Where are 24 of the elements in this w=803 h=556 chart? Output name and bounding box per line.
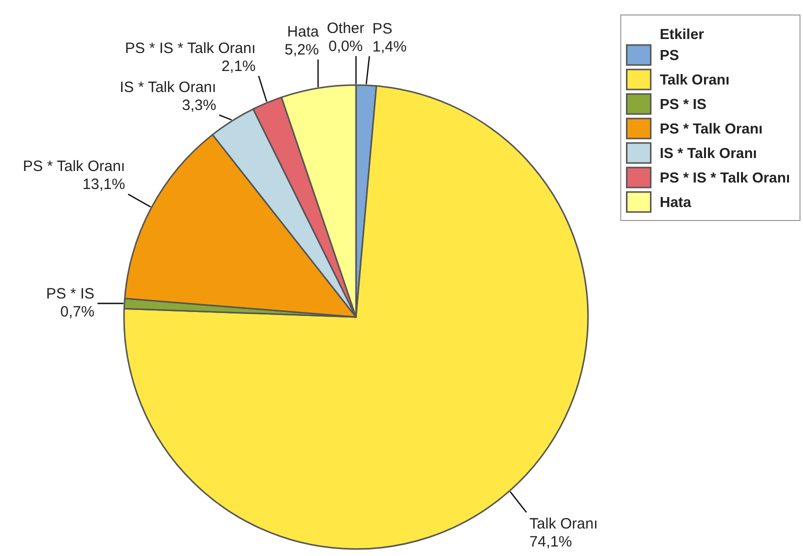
slice-label: PS * Talk Oranı xyxy=(22,158,126,176)
legend-title: Etkiler xyxy=(660,27,704,43)
slice-label: Hata xyxy=(287,23,320,40)
legend-label: PS * IS xyxy=(660,97,707,113)
data-label: 5,2% xyxy=(284,41,319,58)
data-label: 1,4% xyxy=(372,38,407,56)
data-label: 74,1% xyxy=(529,533,572,550)
legend-label: Talk Oranı xyxy=(660,72,730,88)
data-label: 13,1% xyxy=(82,176,126,194)
legend-label: Hata xyxy=(660,195,692,211)
legend-label: PS * IS * Talk Oranı xyxy=(660,170,790,186)
slice-label: Talk Oranı xyxy=(529,515,598,532)
slice-label: PS xyxy=(372,20,392,38)
category-label: Other xyxy=(326,20,364,37)
legend-label: IS * Talk Oranı xyxy=(660,146,757,162)
slice-label: IS * Talk Oranı xyxy=(120,78,216,96)
data-label: 0,7% xyxy=(60,303,94,320)
slice-label: PS * IS xyxy=(46,285,94,302)
legend-label: PS * Talk Oranı xyxy=(660,122,763,138)
slice-label: PS * IS * Talk Oranı xyxy=(125,40,256,57)
legend-label: PS xyxy=(660,48,680,64)
data-label: 2,1% xyxy=(221,58,256,75)
data-label: 3,3% xyxy=(182,96,216,114)
text: 0,0% xyxy=(328,38,363,55)
